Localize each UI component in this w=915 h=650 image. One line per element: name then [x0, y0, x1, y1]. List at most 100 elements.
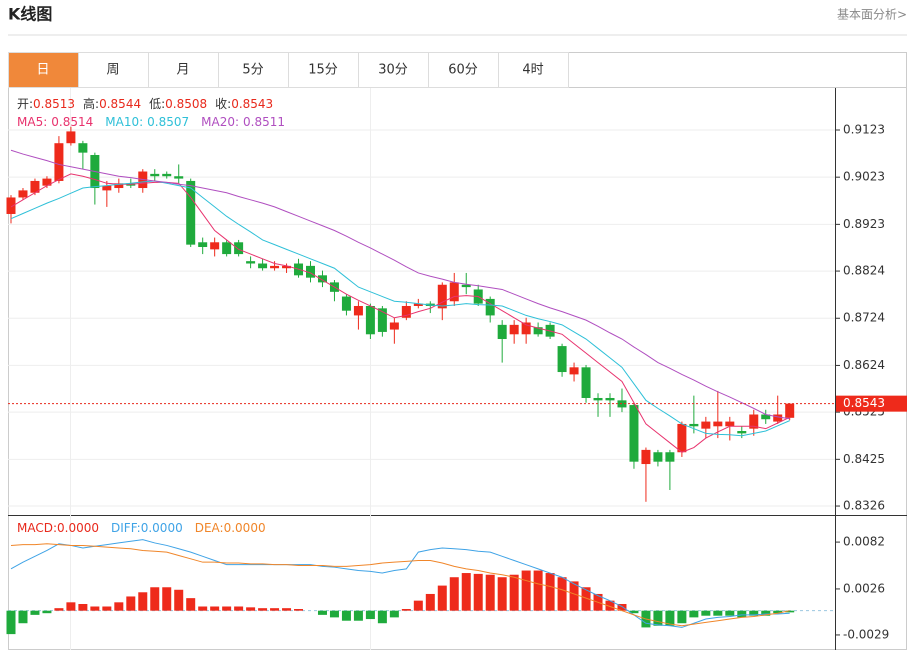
- legend-value: 0.8511: [243, 115, 285, 129]
- macd-bar: [30, 610, 40, 615]
- tab-label[interactable]: 周: [106, 63, 119, 78]
- candle-body: [713, 421, 723, 427]
- candle-body: [725, 421, 735, 427]
- macd-bar: [497, 577, 507, 611]
- tab-box[interactable]: [288, 52, 359, 88]
- macd-bar: [174, 589, 184, 611]
- macd-bar: [246, 607, 256, 611]
- macd-bar: [653, 610, 663, 626]
- macd-bar: [605, 600, 615, 611]
- macd-bar: [42, 610, 52, 614]
- macd-bar: [138, 592, 148, 611]
- tab-label[interactable]: 30分: [378, 63, 408, 78]
- macd-bar: [569, 581, 579, 611]
- info-name: 高:: [83, 96, 99, 111]
- tab[interactable]: 30分: [358, 52, 429, 88]
- tab-box[interactable]: [8, 52, 79, 88]
- macd-bar: [713, 610, 723, 616]
- candle-body: [401, 305, 411, 318]
- tab-box[interactable]: [218, 52, 289, 88]
- candle-body: [569, 367, 579, 375]
- macd-bar: [461, 573, 471, 611]
- legend-value: 0.8507: [147, 115, 189, 129]
- candle-body: [689, 423, 699, 427]
- macd-bar: [210, 606, 220, 611]
- ma-line: [10, 149, 790, 420]
- tab-label[interactable]: 月: [176, 63, 189, 78]
- candle-body: [737, 431, 747, 434]
- candle-body: [773, 414, 783, 422]
- candle-body: [641, 449, 651, 465]
- y-tick-label: 0.8724: [843, 311, 885, 325]
- tab-label[interactable]: 5分: [242, 63, 263, 78]
- candle-body: [234, 242, 244, 255]
- legend-value: 0.8514: [51, 115, 93, 129]
- candle-body: [210, 242, 220, 250]
- candle-body: [78, 143, 88, 153]
- tab-box[interactable]: [498, 52, 569, 88]
- candle-body: [665, 452, 675, 462]
- candle-body: [102, 185, 112, 191]
- tab-label[interactable]: 4时: [522, 63, 543, 78]
- macd-bar: [449, 577, 459, 611]
- tab-label[interactable]: 60分: [448, 63, 478, 78]
- macd-bar: [389, 610, 399, 618]
- tab[interactable]: 周: [78, 52, 149, 88]
- macd-bar: [557, 577, 567, 611]
- macd-bar: [725, 610, 735, 616]
- macd-bar: [114, 602, 124, 611]
- candle-body: [246, 261, 256, 264]
- macd-bar: [234, 606, 244, 611]
- candle-body: [629, 405, 639, 462]
- macd-bar: [317, 610, 327, 615]
- macd-bar: [329, 610, 339, 618]
- legend-name: MA10:: [105, 115, 143, 129]
- candle-body: [222, 242, 232, 255]
- tab[interactable]: 4时: [498, 52, 569, 88]
- macd-bar: [761, 610, 771, 616]
- tab-box[interactable]: [428, 52, 499, 88]
- tab[interactable]: 日: [8, 52, 79, 88]
- tab-box[interactable]: [358, 52, 429, 88]
- tab[interactable]: 15分: [288, 52, 359, 88]
- tab-label[interactable]: 15分: [308, 63, 338, 78]
- legend-value: 0.0000: [57, 521, 99, 535]
- candle-body: [557, 346, 567, 373]
- legend-name: DIFF:: [111, 521, 141, 535]
- macd-bar: [353, 610, 363, 621]
- macd-bar: [341, 610, 351, 621]
- macd-bar: [294, 609, 304, 611]
- tab-label[interactable]: 日: [36, 63, 49, 78]
- macd-bar: [54, 608, 64, 611]
- candle-body: [341, 296, 351, 311]
- legend-name: MACD:: [17, 521, 57, 535]
- candle-body: [353, 305, 363, 316]
- candle-body: [485, 298, 495, 316]
- macd-bar: [785, 610, 795, 613]
- candle-body: [42, 178, 52, 186]
- candle-body: [30, 180, 40, 193]
- candle-body: [54, 143, 64, 181]
- tab[interactable]: 60分: [428, 52, 499, 88]
- legend-value: 0.0000: [224, 521, 266, 535]
- analysis-link[interactable]: 基本面分析>: [837, 8, 907, 22]
- macd-bar: [198, 606, 208, 611]
- candle-body: [497, 324, 507, 340]
- info-name: 开:: [17, 97, 33, 111]
- macd-line: [10, 539, 790, 628]
- macd-bar: [258, 608, 268, 611]
- candle-body: [174, 176, 184, 179]
- macd-bar: [473, 573, 483, 611]
- macd-bar: [401, 609, 411, 611]
- info-value: 0.8508: [165, 97, 207, 111]
- macd-bar: [617, 603, 627, 611]
- candle-body: [509, 324, 519, 335]
- tab[interactable]: 5分: [218, 52, 289, 88]
- legend-name: MA20:: [201, 115, 239, 129]
- y-tick-label: 0.8624: [843, 358, 885, 372]
- candle-body: [198, 242, 208, 248]
- tab[interactable]: 月: [148, 52, 219, 88]
- macd-bar: [18, 610, 28, 624]
